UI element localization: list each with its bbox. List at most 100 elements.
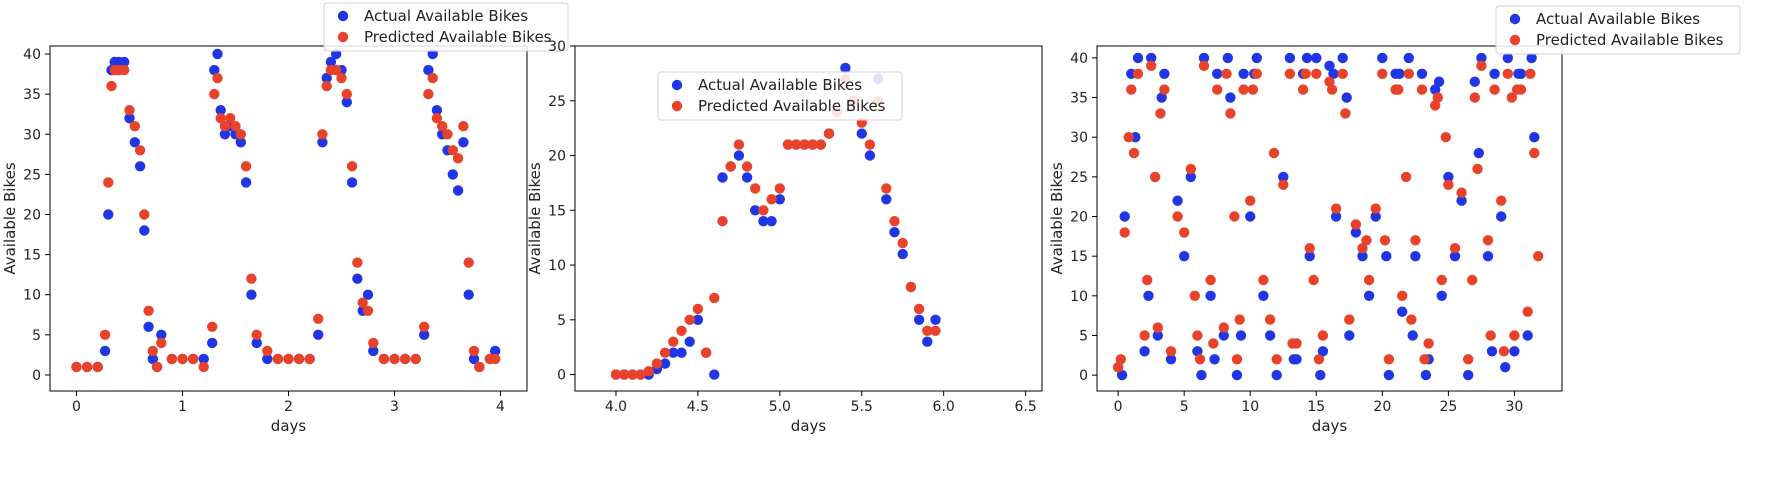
- actual-point: [1288, 354, 1300, 365]
- predicted-point: [1208, 338, 1219, 349]
- legend: Actual Available Bikes Predicted Availabl…: [1495, 5, 1741, 55]
- predicted-point: [1112, 362, 1124, 373]
- actual-point: [717, 172, 728, 183]
- predicted-point: [1251, 68, 1263, 80]
- actual-point: [1482, 251, 1494, 262]
- predicted-point: [103, 177, 114, 188]
- legend-box: [1495, 5, 1741, 55]
- predicted-point: [684, 314, 695, 325]
- legend-entry: Predicted Available Bikes: [364, 28, 552, 46]
- predicted-point: [458, 121, 469, 132]
- predicted-point: [1165, 346, 1177, 357]
- actual-point: [1222, 52, 1234, 64]
- actual-point: [1502, 52, 1514, 64]
- actual-point: [447, 169, 458, 180]
- predicted-point: [1383, 354, 1395, 365]
- predicted-point: [368, 337, 379, 349]
- predicted-point: [147, 345, 158, 357]
- predicted-point: [1229, 211, 1240, 222]
- actual-point: [341, 97, 352, 108]
- actual-point: [143, 321, 154, 332]
- actual-point: [1436, 290, 1448, 301]
- legend: Actual Available Bikes Predicted Availabl…: [323, 2, 569, 52]
- y-tick-label: 10: [1070, 289, 1088, 305]
- plot-frame: [49, 45, 528, 392]
- actual-point: [209, 64, 220, 76]
- predicted-point: [304, 353, 315, 365]
- predicted-point: [1379, 235, 1391, 246]
- predicted-point: [262, 345, 273, 357]
- actual-point: [1526, 52, 1537, 64]
- actual-point: [1179, 251, 1190, 262]
- predicted-point: [1225, 108, 1236, 119]
- predicted-point: [864, 139, 876, 150]
- predicted-point: [321, 80, 332, 92]
- predicted-point: [378, 353, 390, 365]
- predicted-point: [741, 161, 753, 172]
- y-tick-label: 25: [1070, 170, 1088, 186]
- actual-point: [1235, 330, 1247, 341]
- actual-point: [1218, 330, 1230, 341]
- actual-point: [1231, 369, 1243, 381]
- predicted-point: [799, 139, 810, 150]
- predicted-point: [1529, 147, 1540, 159]
- predicted-point: [1496, 195, 1507, 206]
- x-axis-label: days: [271, 417, 307, 435]
- actual-point: [1473, 147, 1485, 159]
- predicted-point: [1344, 314, 1355, 325]
- y-tick-label: 5: [557, 313, 566, 329]
- actual-point: [1196, 369, 1207, 381]
- legend-marker: [337, 31, 349, 43]
- predicted-point: [1498, 346, 1510, 357]
- actual-point: [452, 185, 464, 196]
- actual-point: [352, 273, 363, 284]
- actual-point: [321, 72, 332, 84]
- y-tick-label: 15: [1070, 249, 1088, 265]
- actual-point: [1225, 92, 1236, 103]
- actual-point: [1377, 52, 1388, 64]
- x-tick-label: 6.0: [933, 399, 955, 415]
- y-tick-label: 25: [23, 167, 41, 183]
- predicted-point: [212, 72, 223, 84]
- actual-point: [1476, 52, 1487, 64]
- actual-point: [1416, 68, 1428, 80]
- predicted-point: [766, 194, 777, 205]
- actual-point: [668, 347, 679, 358]
- predicted-point: [437, 121, 448, 132]
- actual-point: [147, 353, 158, 365]
- predicted-point: [293, 353, 305, 365]
- actual-point: [134, 161, 146, 172]
- legend-marker: [337, 10, 349, 22]
- legend: Actual Available Bikes Predicted Availabl…: [657, 71, 903, 121]
- predicted-point: [1192, 330, 1203, 341]
- predicted-point: [1502, 68, 1514, 80]
- actual-point: [215, 105, 226, 116]
- x-tick-label: 4.0: [605, 399, 627, 415]
- actual-point: [99, 345, 111, 357]
- predicted-point: [357, 297, 368, 308]
- y-tick-label: 25: [548, 94, 566, 110]
- predicted-point: [1449, 243, 1461, 254]
- plot-frame: [574, 45, 1043, 392]
- predicted-point: [399, 353, 411, 365]
- predicted-point: [331, 64, 342, 76]
- actual-point: [1198, 52, 1210, 64]
- actual-point: [741, 172, 753, 183]
- predicted-point: [1489, 84, 1500, 95]
- predicted-point: [1189, 290, 1201, 301]
- predicted-point: [1119, 227, 1130, 238]
- predicted-point: [463, 257, 474, 268]
- predicted-point: [1400, 171, 1412, 183]
- actual-point: [1172, 195, 1183, 206]
- y-tick-label: 40: [1070, 51, 1088, 67]
- predicted-point: [1463, 354, 1474, 365]
- y-tick-label: 10: [23, 288, 41, 304]
- predicted-point: [913, 303, 925, 315]
- predicted-point: [676, 325, 687, 336]
- legend-box: [323, 2, 569, 52]
- predicted-point: [427, 72, 438, 84]
- predicted-point: [442, 129, 453, 140]
- actual-point: [1363, 290, 1375, 301]
- x-tick-label: 15: [1307, 399, 1325, 415]
